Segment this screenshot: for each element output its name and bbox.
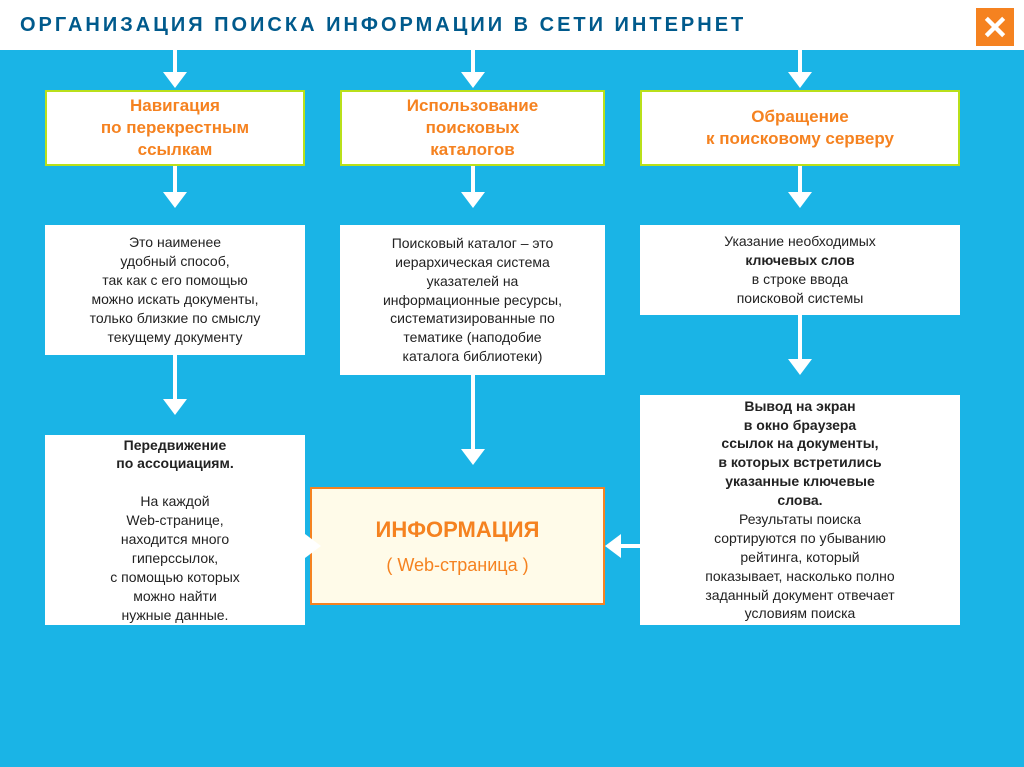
info-subtitle: ( Web-страница )	[386, 553, 528, 577]
arrow-right	[305, 534, 321, 558]
col-header-nav: Навигацияпо перекрестнымссылкам	[45, 90, 305, 166]
col3-desc2: Вывод на экранв окно браузерассылок на д…	[640, 395, 960, 625]
arrow-down	[788, 315, 812, 375]
page-title: ОРГАНИЗАЦИЯ ПОИСКА ИНФОРМАЦИИ В СЕТИ ИНТ…	[20, 14, 746, 37]
arrow-down	[461, 166, 485, 208]
col3-desc1: Указание необходимыхключевых слов в стро…	[640, 225, 960, 315]
col1-desc1: Это наименееудобный способ,так как с его…	[45, 225, 305, 355]
close-button[interactable]	[976, 8, 1014, 46]
close-icon	[982, 14, 1008, 40]
info-title: ИНФОРМАЦИЯ	[376, 515, 540, 545]
col-header-catalogs: Использованиепоисковыхкаталогов	[340, 90, 605, 166]
col1-desc2: Передвижениепо ассоциациям.На каждойWeb-…	[45, 435, 305, 625]
arrow-down	[163, 355, 187, 415]
col-header-server: Обращениек поисковому серверу	[640, 90, 960, 166]
col2-desc1: Поисковый каталог – этоиерархическая сис…	[340, 225, 605, 375]
header-bar: ОРГАНИЗАЦИЯ ПОИСКА ИНФОРМАЦИИ В СЕТИ ИНТ…	[0, 0, 1024, 50]
arrow-left	[605, 534, 640, 558]
arrow-down	[461, 375, 485, 465]
arrow-down	[163, 166, 187, 208]
arrow-down	[788, 50, 812, 88]
arrow-down	[788, 166, 812, 208]
info-box: ИНФОРМАЦИЯ ( Web-страница )	[310, 487, 605, 605]
arrow-down	[163, 50, 187, 88]
arrow-down	[461, 50, 485, 88]
